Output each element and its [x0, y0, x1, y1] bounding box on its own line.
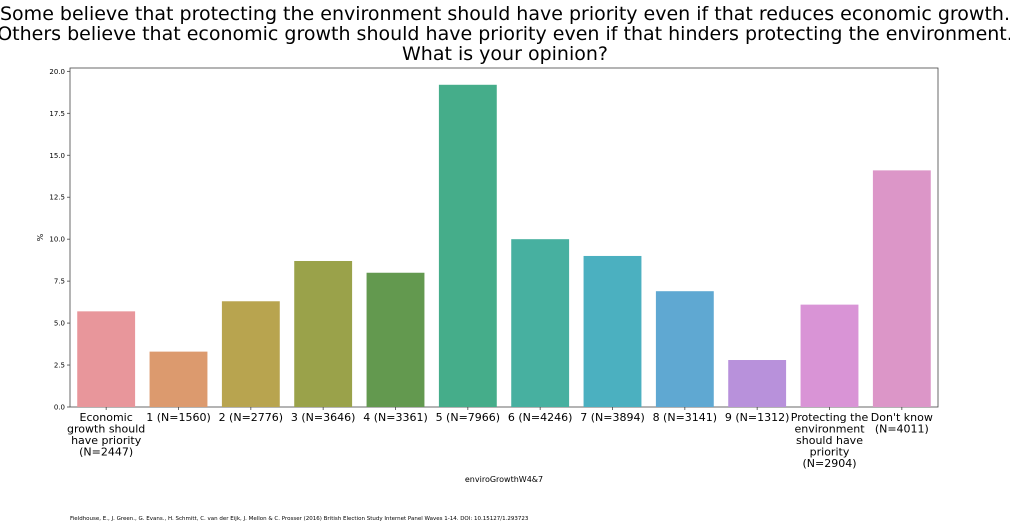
x-tick-label-line: have priority [71, 434, 142, 447]
x-tick-label: 6 (N=4246) [508, 411, 573, 424]
y-tick-label: 17.5 [49, 110, 65, 118]
x-tick-label-line: should have [796, 434, 863, 447]
bar [511, 239, 570, 407]
y-tick-label: 5.0 [54, 320, 65, 328]
bar [583, 255, 642, 407]
x-tick-label: Don't know (N=4011) [871, 411, 933, 436]
y-tick-label: 2.5 [54, 362, 65, 370]
bar [294, 260, 353, 407]
x-tick-label-line: (N=2447) [79, 446, 133, 459]
x-tick-label: 9 (N=1312) [725, 411, 790, 424]
bar [800, 304, 859, 407]
chart-title-line: Others believe that economic growth shou… [0, 23, 1010, 45]
y-tick-label: 10.0 [49, 236, 65, 244]
x-tick-label-line: 4 (N=3361) [363, 411, 428, 424]
chart-title-line: Some believe that protecting the environ… [0, 3, 1010, 25]
bar [221, 301, 280, 407]
x-axis-label: enviroGrowthW4&7 [465, 475, 543, 484]
x-tick-label: 4 (N=3361) [363, 411, 428, 424]
x-tick-label: 5 (N=7966) [436, 411, 501, 424]
x-tick-label-line: 1 (N=1560) [146, 411, 211, 424]
x-tick-label-line: 3 (N=3646) [291, 411, 356, 424]
x-tick-label: Economic growth should have priority (N=244… [67, 411, 145, 459]
bar [655, 291, 714, 407]
plot-area-frame [69, 67, 939, 408]
chart-title-line: What is your opinion? [402, 43, 608, 65]
x-tick-label-line: (N=2904) [802, 457, 856, 470]
y-tick-label: 12.5 [49, 194, 65, 202]
y-axis: 0.0 2.5 5.0 7.5 10.0 12.5 15.0 17.5 20.0 [49, 68, 70, 412]
y-tick-label: 0.0 [54, 404, 65, 412]
x-tick-label: 3 (N=3646) [291, 411, 356, 424]
x-tick-label-line: priority [810, 446, 850, 459]
x-tick-label-line: Economic [80, 411, 133, 424]
x-tick-label: 1 (N=1560) [146, 411, 211, 424]
bar [149, 351, 208, 407]
y-tick-label: 20.0 [49, 68, 65, 76]
bar [438, 84, 497, 408]
x-tick-label-line: 5 (N=7966) [436, 411, 501, 424]
bar [728, 360, 787, 407]
bar [77, 311, 136, 407]
x-tick-label-line: 8 (N=3141) [653, 411, 718, 424]
y-tick-label: 15.0 [49, 152, 65, 160]
source-citation: Fieldhouse, E., J. Green., G. Evans., H.… [70, 516, 529, 522]
x-tick-label-line: growth should [67, 423, 145, 436]
x-tick-label-line: Protecting the [791, 411, 869, 424]
x-tick-label-line: environment [794, 423, 865, 436]
x-tick-label-line: 7 (N=3894) [580, 411, 645, 424]
y-axis-label: % [36, 233, 45, 241]
x-tick-label-line: Don't know [871, 411, 933, 424]
y-tick-label: 7.5 [54, 278, 65, 286]
x-axis: Economic growth should have priority (N=244… [67, 407, 933, 470]
x-tick-label: Protecting the environment should have prio… [791, 411, 869, 470]
bar [366, 272, 425, 407]
x-tick-label: 8 (N=3141) [653, 411, 718, 424]
bar [872, 170, 931, 407]
x-tick-label-line: (N=4011) [875, 423, 929, 436]
x-tick-label-line: 2 (N=2776) [219, 411, 284, 424]
bars [77, 84, 931, 408]
x-tick-label-line: 6 (N=4246) [508, 411, 573, 424]
chart-title: Some believe that protecting the environ… [0, 3, 1010, 65]
x-tick-label: 2 (N=2776) [219, 411, 284, 424]
x-tick-label-line: 9 (N=1312) [725, 411, 790, 424]
x-tick-label: 7 (N=3894) [580, 411, 645, 424]
